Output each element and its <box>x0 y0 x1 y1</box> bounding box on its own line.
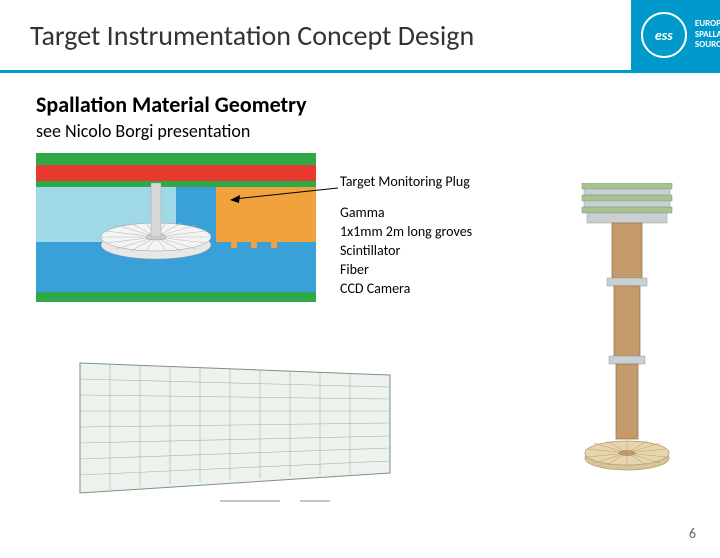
annotation-arrow <box>230 185 340 205</box>
annotation-item: Gamma <box>340 204 472 223</box>
annotation-item: Scintillator <box>340 242 472 261</box>
logo-line3: SOURCE <box>695 40 720 51</box>
section-subheading: see Nicolo Borgi presentation <box>36 120 690 142</box>
annotation-list: Gamma 1x1mm 2m long groves Scintillator … <box>340 204 472 298</box>
ess-logo-circle: ess <box>641 12 687 58</box>
slide-title: Target Instrumentation Concept Design <box>30 18 474 53</box>
slide-content: Spallation Material Geometry see Nicolo … <box>0 73 720 558</box>
page-number: 6 <box>689 525 696 542</box>
ess-logo-text: EUROPEAN SPALLATION SOURCE <box>695 19 720 51</box>
figure-target-cutaway <box>36 153 316 318</box>
figure-monitoring-plug <box>572 183 682 503</box>
logo-line1: EUROPEAN <box>695 19 720 30</box>
title-bar: Target Instrumentation Concept Design es… <box>0 0 720 73</box>
annotation-item: Fiber <box>340 261 472 280</box>
ess-logo: ess EUROPEAN SPALLATION SOURCE <box>631 0 720 70</box>
section-heading: Spallation Material Geometry <box>36 91 690 118</box>
annotation-block: Target Monitoring Plug Gamma 1x1mm 2m lo… <box>340 173 472 298</box>
annotation-item: CCD Camera <box>340 280 472 299</box>
figure-wedge-grid <box>70 353 400 503</box>
annotation-item: 1x1mm 2m long groves <box>340 223 472 242</box>
annotation-title: Target Monitoring Plug <box>340 173 472 190</box>
